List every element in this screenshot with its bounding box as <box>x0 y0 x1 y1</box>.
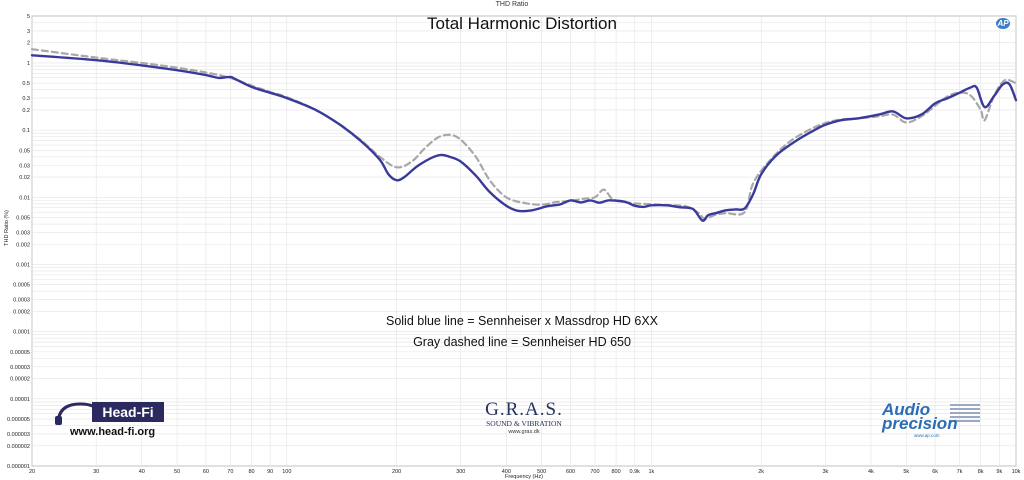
y-tick-label: 0.03 <box>19 163 30 169</box>
headfi-logo: Head-Fi www.head-fi.org <box>52 402 166 440</box>
y-tick-label: 3 <box>27 29 30 35</box>
x-tick-label: 80 <box>248 469 254 475</box>
y-tick-label: 0.00005 <box>10 350 30 356</box>
x-tick-label: 2k <box>758 469 764 475</box>
x-tick-label: 10k <box>1012 469 1021 475</box>
x-tick-label: 3k <box>822 469 828 475</box>
y-tick-label: 5 <box>27 14 30 20</box>
y-tick-label: 0.0005 <box>13 283 30 289</box>
y-axis-title: THD Ratio (%) <box>4 210 10 246</box>
y-tick-label: 0.01 <box>19 195 30 201</box>
y-tick-label: 0.003 <box>16 230 30 236</box>
ap-bars-icon <box>950 404 980 422</box>
y-tick-label: 0.0003 <box>13 298 30 304</box>
ap-word-precision: precision <box>882 414 958 433</box>
x-tick-label: 0.9k <box>630 469 641 475</box>
x-tick-label: 70 <box>227 469 233 475</box>
plot-area <box>31 15 1017 467</box>
x-tick-label: 7k <box>957 469 963 475</box>
legend-dashed-line: Gray dashed line = Sennheiser HD 650 <box>413 335 631 349</box>
y-tick-label: 0.002 <box>16 242 30 248</box>
x-tick-label: 50 <box>174 469 180 475</box>
gras-logo: G.R.A.S. SOUND & VIBRATION www.gras.dk <box>470 400 578 437</box>
x-tick-label: 700 <box>590 469 599 475</box>
x-tick-label: 60 <box>203 469 209 475</box>
x-tick-label: 800 <box>611 469 620 475</box>
y-tick-label: 0.5 <box>22 81 30 87</box>
x-tick-label: 1k <box>649 469 655 475</box>
y-tick-label: 0.05 <box>19 148 30 154</box>
x-tick-label: 600 <box>566 469 575 475</box>
x-tick-label: 400 <box>502 469 511 475</box>
chart-title: Total Harmonic Distortion <box>427 14 617 33</box>
x-axis-title: Frequency (Hz) <box>505 474 543 480</box>
y-tick-label: 0.000005 <box>7 417 30 423</box>
series-lines <box>30 48 1018 222</box>
headfi-name: Head-Fi <box>92 402 164 422</box>
x-tick-label: 90 <box>267 469 273 475</box>
y-tick-label: 0.0001 <box>13 330 30 336</box>
grid-lines <box>31 15 1017 467</box>
gras-name: G.R.A.S. <box>485 399 563 420</box>
y-tick-label: 1 <box>27 61 30 67</box>
y-tick-label: 0.00001 <box>10 397 30 403</box>
legend-solid-line: Solid blue line = Sennheiser x Massdrop … <box>385 314 659 328</box>
x-tick-label: 30 <box>93 469 99 475</box>
y-tick-label: 0.00002 <box>10 377 30 383</box>
x-tick-label: 500 <box>537 469 546 475</box>
gras-subtitle: SOUND & VIBRATION <box>486 419 562 428</box>
ap-word-audio: Audio <box>882 400 931 419</box>
y-tick-label: 0.005 <box>16 216 30 222</box>
x-tick-label: 6k <box>932 469 938 475</box>
y-tick-label: 0.000001 <box>7 464 30 470</box>
x-tick-label: 40 <box>139 469 145 475</box>
x-tick-label: 4k <box>868 469 874 475</box>
y-tick-label: 0.000003 <box>7 432 30 438</box>
y-tick-label: 0.001 <box>16 262 30 268</box>
window-title: THD Ratio <box>495 1 529 8</box>
x-tick-label: 300 <box>456 469 465 475</box>
x-tick-label: 200 <box>392 469 401 475</box>
headfi-url: www.head-fi.org <box>70 426 156 438</box>
x-tick-label: 8k <box>978 469 984 475</box>
x-tick-label: 20 <box>29 469 35 475</box>
x-tick-labels: 20 30 40 50 60 70 80 90 100 200 300 400 500 600 700 800… <box>29 469 1021 475</box>
gras-url: www.gras.dk <box>508 429 540 435</box>
y-tick-label: 0.0002 <box>13 309 30 315</box>
y-tick-label: 0.02 <box>19 175 30 181</box>
y-tick-label: 0.00003 <box>10 365 30 371</box>
y-tick-label: 0.2 <box>22 108 30 114</box>
ap-url: www.ap.com <box>914 433 940 438</box>
y-tick-labels: 5 3 2 1 0.5 0.3 0.2 0.1 0.05 0.03 0.02 0.01 0.005 0.0… <box>7 14 30 470</box>
audio-precision-logo: Audio precision www.ap.com <box>876 400 988 440</box>
y-tick-label: 2 <box>27 41 30 47</box>
y-tick-label: 0.000002 <box>7 444 30 450</box>
x-tick-label: 5k <box>903 469 909 475</box>
ap-badge[interactable]: AP <box>996 18 1010 29</box>
y-tick-label: 0.3 <box>22 96 30 102</box>
y-tick-label: 0.1 <box>22 128 30 134</box>
series-solid-line <box>30 54 1018 222</box>
x-tick-label: 100 <box>282 469 291 475</box>
x-tick-label: 9k <box>996 469 1002 475</box>
